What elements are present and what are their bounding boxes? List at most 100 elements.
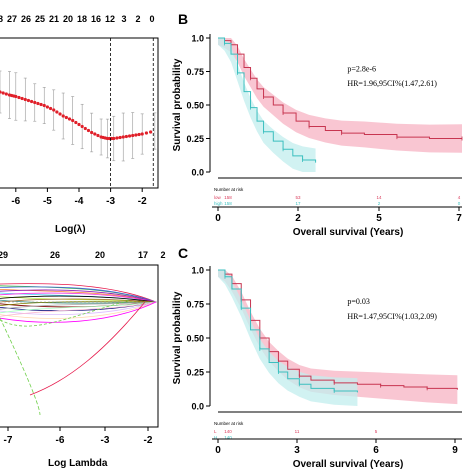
cv-mean-point: [64, 115, 68, 120]
panel-letter: C: [178, 245, 188, 261]
cv-mean-point: [30, 99, 34, 104]
km-x-tick-label: 5: [376, 213, 382, 224]
cv-mean-point: [71, 118, 75, 123]
path-top-tick-label: 20: [95, 250, 105, 260]
risk-count: 11: [295, 429, 300, 434]
risk-table-title: Number at risk: [214, 421, 244, 426]
cv-mean-point: [1, 91, 5, 95]
path-coefficient-line: [0, 292, 157, 303]
km-y-tick-label: 0.75: [186, 67, 204, 77]
cv-mean-point: [36, 101, 40, 106]
cv-mean-point: [112, 136, 116, 141]
cv-mean-point: [134, 133, 138, 137]
cv-mean-point: [118, 135, 122, 140]
km-y-axis-label: Survival probability: [172, 58, 183, 151]
path-coefficient-line: [0, 301, 157, 319]
path-plot-frame: [0, 264, 159, 428]
cv-mean-point: [140, 132, 144, 136]
path-x-tick-label: -2: [144, 435, 153, 446]
cv-top-tick-label: 0: [149, 14, 154, 24]
km-p-value: p=2.8e-6: [347, 65, 376, 74]
cv-mean-point: [127, 134, 132, 138]
cv-top-tick-label: 20: [63, 14, 73, 24]
km-y-tick-label: 1.0: [191, 34, 204, 44]
cv-x-tick-label: -3: [106, 196, 115, 207]
risk-count: 14: [376, 195, 382, 200]
cv-mean-point: [0, 90, 2, 94]
km-y-tick-label: 0.50: [186, 101, 204, 111]
cv-mean-point: [26, 98, 31, 103]
km-y-tick-label: 0.50: [186, 334, 204, 344]
km-survival-curve: [218, 37, 462, 139]
cv-x-tick-label: -5: [43, 196, 52, 207]
cv-mean-point: [48, 106, 53, 111]
risk-count: 158: [224, 195, 232, 200]
path-top-tick-label: 17: [138, 250, 148, 260]
risk-count: 158: [224, 201, 232, 206]
risk-row-label: high: [214, 201, 223, 206]
cv-plot-frame: [0, 37, 159, 189]
cv-mean-point: [23, 97, 27, 102]
cv-x-tick-label: -6: [11, 196, 20, 207]
km-x-axis-label: Overall survival (Years): [293, 227, 404, 238]
cv-mean-point: [33, 100, 37, 105]
km-y-tick-label: 1.0: [191, 266, 204, 276]
km-x-tick-label: 3: [294, 445, 300, 456]
risk-count: 4: [458, 195, 461, 200]
path-coefficient-line: [0, 286, 157, 303]
panel-letter: B: [178, 11, 188, 27]
path-x-tick-label: -3: [101, 435, 110, 446]
path-x-tick-label: -6: [56, 435, 65, 446]
km-hazard-ratio: HR=1.47,95CI%(1.03,2.09): [347, 312, 437, 321]
cv-mean-point: [74, 120, 78, 125]
km-x-tick-label: 7: [456, 213, 462, 224]
cv-top-tick-label: 2: [135, 14, 140, 24]
cv-mean-point: [90, 130, 94, 135]
km-x-axis-label: Overall survival (Years): [293, 459, 404, 470]
path-coefficient-line: [29, 301, 146, 396]
path-top-tick-label: 29: [0, 250, 8, 260]
cv-mean-point: [61, 114, 65, 118]
cv-x-tick-label: -2: [138, 196, 147, 207]
cv-mean-point: [20, 96, 24, 101]
cv-top-tick-label: 16: [91, 14, 101, 24]
path-x-axis-label: Log Lambda: [48, 458, 108, 469]
path-x-tick-label: -7: [4, 435, 13, 446]
cv-mean-point: [144, 131, 149, 135]
km-y-axis-label: Survival probability: [172, 291, 183, 384]
cv-mean-point: [67, 117, 72, 121]
path-coefficient-line: [0, 299, 131, 327]
path-coefficient-line: [0, 301, 157, 323]
cv-mean-point: [83, 126, 87, 131]
risk-count: 53: [295, 195, 301, 200]
cv-mean-point: [42, 103, 46, 108]
cv-top-tick-label: 26: [21, 14, 31, 24]
cv-top-tick-label: 25: [35, 14, 45, 24]
km-confidence-band: [218, 38, 462, 153]
path-coefficient-line: [0, 301, 157, 315]
risk-row-label: H: [214, 435, 217, 440]
path-top-tick-label: 2: [160, 250, 165, 260]
path-coefficient-line: [0, 301, 157, 314]
risk-table-title: Number at risk: [214, 187, 244, 192]
cv-mean-point: [86, 128, 91, 133]
cv-mean-point: [80, 124, 84, 129]
cv-mean-point: [39, 102, 43, 107]
path-coefficient-line: [0, 295, 157, 303]
path-top-tick-label: 26: [50, 250, 60, 260]
risk-count: 0: [458, 201, 461, 206]
cv-mean-point: [58, 112, 62, 116]
km-y-tick-label: 0.25: [186, 368, 204, 378]
cv-top-tick-label: 28: [0, 14, 3, 24]
cv-mean-point: [96, 133, 100, 138]
cv-mean-point: [115, 136, 119, 140]
path-coefficient-line: [0, 301, 157, 306]
risk-count: 140: [224, 435, 232, 440]
path-coefficient-line: [0, 283, 157, 303]
risk-count: 2: [378, 201, 381, 206]
km-p-value: p=0.03: [347, 297, 370, 306]
path-coefficient-line: [0, 301, 157, 310]
km-x-tick-label: 0: [215, 445, 221, 456]
path-coefficient-line: [0, 301, 157, 317]
cv-mean-point: [45, 105, 50, 109]
